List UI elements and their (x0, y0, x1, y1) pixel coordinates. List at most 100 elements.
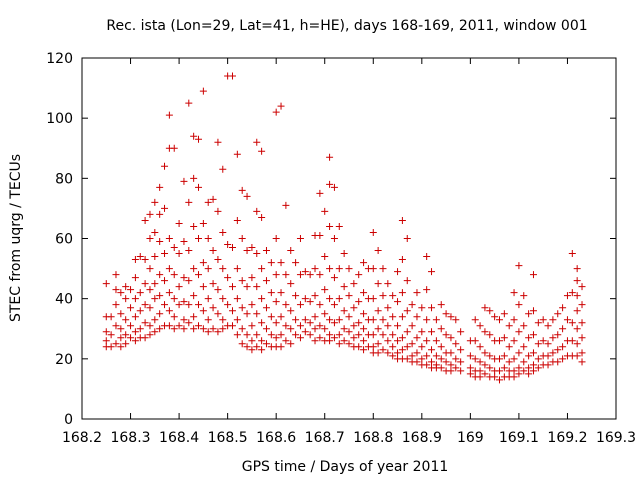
data-point (238, 340, 246, 348)
data-point (573, 307, 581, 315)
data-point (418, 304, 426, 312)
data-point (170, 271, 178, 279)
data-point (233, 295, 241, 303)
data-point (306, 331, 314, 339)
data-point (112, 322, 120, 330)
data-point (534, 319, 542, 327)
x-axis-label: GPS time / Days of year 2011 (242, 459, 449, 475)
data-point (292, 292, 300, 300)
data-point (384, 337, 392, 345)
data-point (432, 352, 440, 360)
y-tick-label: 40 (55, 292, 73, 308)
data-point (161, 277, 169, 285)
data-point (476, 343, 484, 351)
data-point (122, 295, 130, 303)
data-point (466, 370, 474, 378)
data-point (573, 292, 581, 300)
data-point (326, 222, 334, 230)
data-point (389, 343, 397, 351)
data-point (185, 301, 193, 309)
data-point (146, 322, 154, 330)
data-point (398, 216, 406, 224)
data-point (529, 361, 537, 369)
data-point (374, 280, 382, 288)
y-tick-label: 0 (64, 412, 73, 428)
data-point (510, 316, 518, 324)
data-point (238, 325, 246, 333)
x-tick-label: 169.3 (596, 430, 636, 446)
data-point (282, 201, 290, 209)
data-point (136, 325, 144, 333)
data-point (428, 328, 436, 336)
data-point (156, 238, 164, 246)
data-point (161, 204, 169, 212)
data-point (568, 319, 576, 327)
data-point (335, 316, 343, 324)
data-point (568, 250, 576, 258)
data-point (238, 186, 246, 194)
data-point (224, 274, 232, 282)
data-point (165, 289, 173, 297)
data-point (287, 280, 295, 288)
data-point (258, 346, 266, 354)
data-point (330, 235, 338, 242)
data-point (146, 265, 154, 273)
y-tick-label: 60 (55, 232, 73, 248)
data-point (243, 247, 251, 255)
data-point (253, 283, 261, 291)
data-point (180, 298, 188, 306)
data-point (141, 334, 149, 342)
x-tick-label: 169 (457, 430, 484, 446)
data-point (476, 322, 484, 330)
data-point (267, 259, 275, 267)
data-point (277, 102, 285, 110)
data-point (423, 316, 431, 324)
data-point (539, 337, 547, 345)
data-point (296, 334, 304, 342)
data-point (554, 310, 562, 318)
data-point (272, 319, 280, 327)
data-point (292, 331, 300, 339)
data-point (233, 316, 241, 324)
data-point (525, 370, 533, 378)
data-point (165, 235, 173, 242)
data-point (447, 367, 455, 375)
data-point (457, 367, 465, 375)
data-points (102, 72, 586, 384)
data-point (340, 250, 348, 258)
data-point (282, 301, 290, 309)
data-point (563, 292, 571, 300)
data-point (224, 241, 232, 249)
data-point (559, 343, 567, 351)
data-point (529, 271, 537, 279)
data-point (418, 328, 426, 336)
data-point (398, 256, 406, 264)
data-point (568, 289, 576, 297)
data-point (296, 235, 304, 242)
data-point (161, 162, 169, 170)
data-point (505, 343, 513, 351)
data-point (146, 235, 154, 242)
data-point (311, 265, 319, 273)
data-point (195, 183, 203, 191)
data-point (185, 198, 193, 206)
data-point (403, 277, 411, 285)
data-point (326, 295, 334, 303)
data-point (360, 289, 368, 297)
data-point (403, 235, 411, 242)
data-point (204, 265, 212, 273)
data-point (398, 289, 406, 297)
data-point (180, 177, 188, 185)
data-point (476, 367, 484, 375)
data-point (156, 210, 164, 218)
data-point (204, 295, 212, 303)
data-point (403, 307, 411, 315)
data-point (146, 331, 154, 339)
data-point (423, 253, 431, 261)
data-point (287, 340, 295, 348)
data-point (525, 334, 533, 342)
data-point (253, 331, 261, 339)
data-point (355, 298, 363, 306)
data-point (131, 295, 139, 303)
data-point (360, 346, 368, 354)
